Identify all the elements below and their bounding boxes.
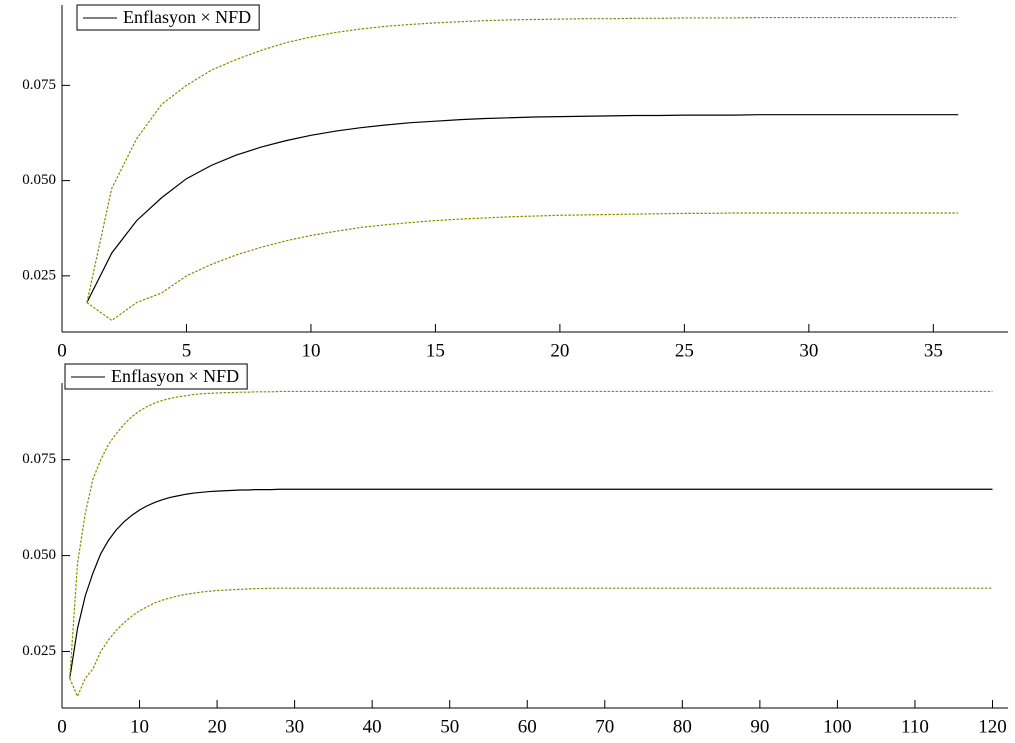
x-tick-label: 70 [595,716,614,737]
x-tick-label: 80 [673,716,692,737]
x-tick-label: 30 [285,716,304,737]
legend: Enflasyon × NFD [76,4,260,31]
series-line [86,212,959,322]
x-tick-label: 30 [799,340,818,361]
x-tick-label: 0 [57,716,67,737]
legend-label: Enflasyon × NFD [123,7,251,27]
x-tick-label: 10 [301,340,320,361]
series-line [86,114,959,303]
series-line [69,390,993,679]
x-tick-label: 15 [426,340,445,361]
x-tick-label: 25 [675,340,694,361]
legend-label: Enflasyon × NFD [111,366,239,386]
x-tick-label: 5 [182,340,192,361]
y-tick-label: 0.075 [22,451,56,467]
x-tick-label: 110 [901,716,929,737]
x-tick-label: 10 [130,716,149,737]
x-tick-label: 35 [924,340,943,361]
x-tick-label: 50 [440,716,459,737]
x-tick-label: 20 [208,716,227,737]
x-tick-label: 120 [978,716,1007,737]
series-line [69,587,993,698]
x-tick-label: 0 [57,340,67,361]
x-tick-label: 60 [518,716,537,737]
y-tick-label: 0.050 [22,172,56,188]
x-tick-label: 20 [550,340,569,361]
series-line [69,488,993,679]
y-tick-label: 0.075 [22,77,56,93]
panel: 0.025 0.050 0.075 0 5 10 15 20 25 30 35 Enflasyon ×… [22,4,1008,361]
panel: 0.025 0.050 0.075 0 10 20 30 40 50 60 70 80 90 100 110… [22,363,1008,737]
y-tick-label: 0.050 [22,547,56,563]
legend: Enflasyon × NFD [64,363,248,390]
series-line [86,16,959,303]
y-tick-label: 0.025 [22,267,56,283]
x-tick-label: 100 [823,716,852,737]
x-tick-label: 90 [750,716,769,737]
y-tick-label: 0.025 [22,643,56,659]
x-tick-label: 40 [363,716,382,737]
